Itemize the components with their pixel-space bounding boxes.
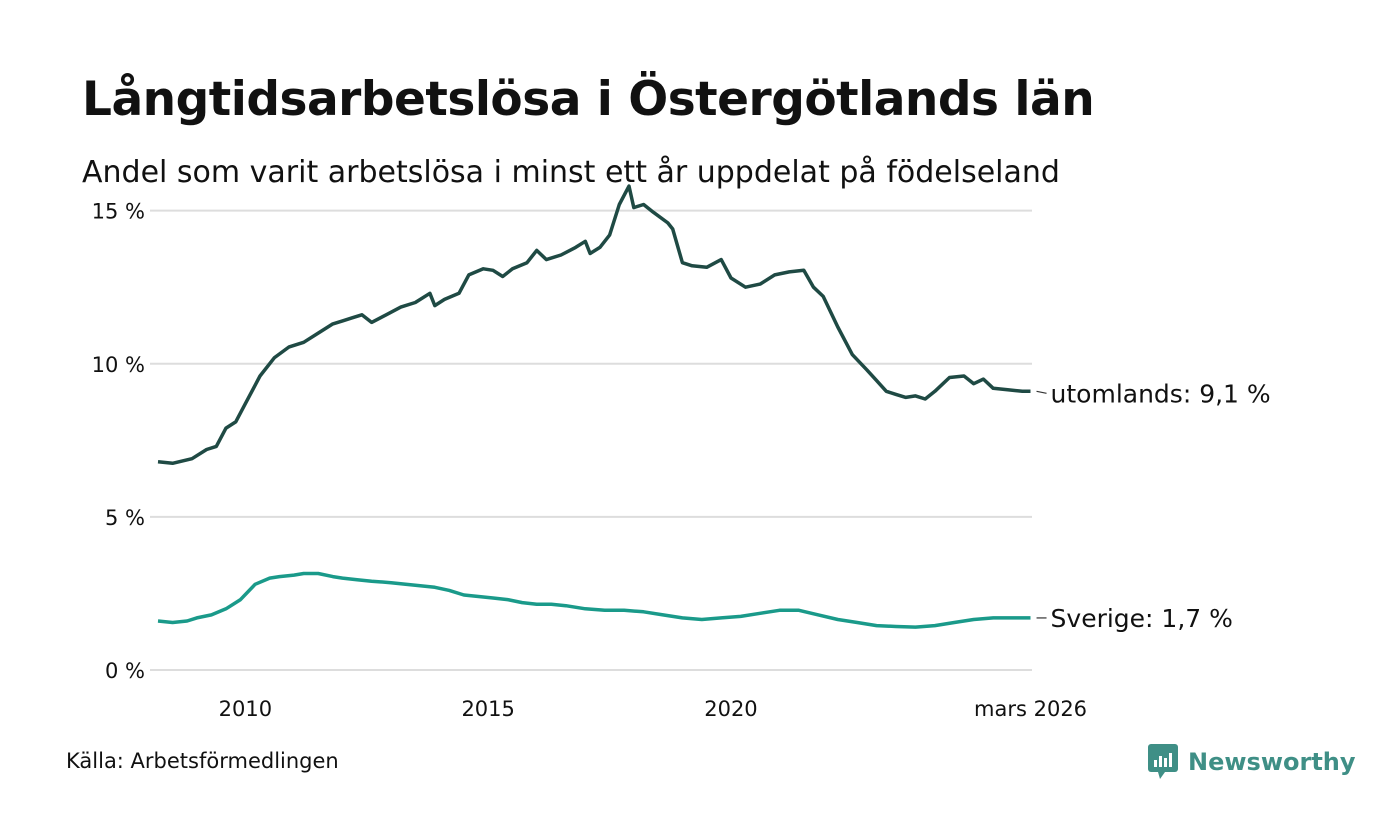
y-tick-label: 10 %	[92, 353, 145, 377]
series-line-sverige	[157, 571, 1031, 629]
newsworthy-logo: Newsworthy	[1148, 744, 1356, 780]
grid-lines	[150, 209, 1032, 671]
x-tick-label: 2010	[219, 697, 272, 721]
brand-name: Newsworthy	[1188, 748, 1356, 776]
y-tick-label: 15 %	[92, 200, 145, 224]
x-tick-label: 2015	[461, 697, 514, 721]
end-label-connector	[1036, 390, 1047, 394]
end-label-utomlands: utomlands: 9,1 %	[1051, 379, 1271, 408]
newsworthy-logo-icon	[1148, 744, 1178, 779]
x-axis-ticks: 2010 2015 2020 mars 2026	[219, 697, 1087, 721]
chart-title: Långtidsarbetslösa i Östergötlands län	[82, 72, 1095, 127]
y-tick-label: 5 %	[105, 506, 145, 530]
y-tick-label: 0 %	[105, 659, 145, 683]
x-tick-label: 2020	[704, 697, 757, 721]
series-end-labels: utomlands: 9,1 % Sverige: 1,7 %	[1036, 379, 1271, 633]
y-axis-ticks: 0 % 5 % 10 % 15 %	[92, 200, 145, 683]
source-note: Källa: Arbetsförmedlingen	[66, 749, 339, 773]
chart-subtitle: Andel som varit arbetslösa i minst ett å…	[82, 155, 1060, 190]
x-tick-label: mars 2026	[974, 697, 1087, 721]
end-label-sverige: Sverige: 1,7 %	[1051, 604, 1233, 633]
series-lines	[157, 184, 1031, 629]
series-line-utomlands	[157, 184, 1031, 466]
